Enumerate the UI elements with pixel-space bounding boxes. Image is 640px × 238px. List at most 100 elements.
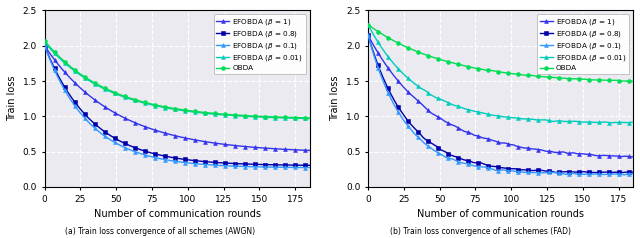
EFOBDA ($\beta$ = 1) [243,145,250,148]
EFOBDA ($\beta$ = 0.8) [592,171,600,174]
Text: (a) Train loss convergence of all schemes (AWGN): (a) Train loss convergence of all scheme… [65,227,255,236]
EFOBDA ($\beta$ = 0.1) [243,165,250,168]
EFOBDA ($\beta$ = 0.01) [41,41,49,44]
EFOBDA ($\beta$ = 0.1) [194,163,202,165]
EFOBDA ($\beta$ = 1) [529,148,536,150]
Y-axis label: Train loss: Train loss [7,76,17,121]
Line: EFOBDA ($\beta$ = 0.8): EFOBDA ($\beta$ = 0.8) [43,44,312,167]
EFOBDA ($\beta$ = 0.1) [167,159,175,162]
Line: EFOBDA ($\beta$ = 0.1): EFOBDA ($\beta$ = 0.1) [366,33,635,177]
OBDA [243,114,250,117]
EFOBDA ($\beta$ = 0.8) [41,44,49,47]
EFOBDA ($\beta$ = 0.8) [205,161,213,164]
EFOBDA ($\beta$ = 1) [629,155,637,158]
EFOBDA ($\beta$ = 0.8) [629,171,637,174]
OBDA [608,79,616,82]
EFOBDA ($\beta$ = 1) [608,154,616,157]
EFOBDA ($\beta$ = 0.1) [81,117,88,119]
EFOBDA ($\beta$ = 1) [306,149,314,152]
EFOBDA ($\beta$ = 0.01) [194,111,202,114]
EFOBDA ($\beta$ = 0.1) [518,170,525,173]
EFOBDA ($\beta$ = 1) [404,90,412,93]
EFOBDA ($\beta$ = 0.8) [518,168,525,171]
EFOBDA ($\beta$ = 1) [284,148,292,151]
EFOBDA ($\beta$ = 0.8) [284,164,292,166]
EFOBDA ($\beta$ = 0.01) [490,114,498,117]
EFOBDA ($\beta$ = 0.8) [81,113,88,115]
EFOBDA ($\beta$ = 0.8) [404,120,412,123]
Line: EFOBDA ($\beta$ = 0.01): EFOBDA ($\beta$ = 0.01) [43,40,312,120]
EFOBDA ($\beta$ = 0.01) [566,120,574,123]
OBDA [404,46,412,49]
EFOBDA ($\beta$ = 0.01) [606,121,614,124]
EFOBDA ($\beta$ = 1) [194,139,202,142]
EFOBDA ($\beta$ = 0.8) [609,171,617,174]
OBDA [490,69,498,72]
EFOBDA ($\beta$ = 0.01) [529,118,536,121]
EFOBDA ($\beta$ = 0.1) [621,174,628,176]
EFOBDA ($\beta$ = 0.1) [490,168,498,171]
OBDA [518,73,525,76]
Legend: EFOBDA ($\beta$ = 1), EFOBDA ($\beta$ = 0.8), EFOBDA ($\beta$ = 0.1), EFOBDA ($\: EFOBDA ($\beta$ = 1), EFOBDA ($\beta$ = … [214,14,306,74]
Line: EFOBDA ($\beta$ = 1): EFOBDA ($\beta$ = 1) [366,33,635,159]
EFOBDA ($\beta$ = 0.01) [518,117,525,120]
Y-axis label: Train loss: Train loss [330,76,340,121]
EFOBDA ($\beta$ = 0.1) [41,44,49,47]
OBDA [167,106,175,109]
EFOBDA ($\beta$ = 0.1) [566,172,574,175]
EFOBDA ($\beta$ = 1) [364,34,372,37]
EFOBDA ($\beta$ = 1) [566,152,574,155]
EFOBDA ($\beta$ = 0.8) [364,34,372,37]
Line: EFOBDA ($\beta$ = 1): EFOBDA ($\beta$ = 1) [43,44,312,152]
EFOBDA ($\beta$ = 0.01) [306,117,314,120]
Line: EFOBDA ($\beta$ = 0.01): EFOBDA ($\beta$ = 0.01) [366,23,635,125]
EFOBDA ($\beta$ = 0.8) [167,156,175,159]
EFOBDA ($\beta$ = 0.01) [243,115,250,118]
OBDA [194,110,202,113]
EFOBDA ($\beta$ = 0.01) [81,76,88,79]
EFOBDA ($\beta$ = 0.8) [194,159,202,162]
X-axis label: Number of communication rounds: Number of communication rounds [93,209,260,219]
EFOBDA ($\beta$ = 0.1) [284,166,292,169]
OBDA [81,75,88,78]
EFOBDA ($\beta$ = 1) [490,139,498,142]
Text: (b) Train loss convergence of all schemes (FAD): (b) Train loss convergence of all scheme… [390,227,570,236]
EFOBDA ($\beta$ = 0.01) [404,77,412,80]
EFOBDA ($\beta$ = 0.1) [529,171,536,174]
EFOBDA ($\beta$ = 0.01) [364,23,372,26]
EFOBDA ($\beta$ = 0.01) [629,121,637,124]
OBDA [205,112,213,114]
OBDA [629,80,637,83]
OBDA [41,39,49,42]
Legend: EFOBDA ($\beta$ = 1), EFOBDA ($\beta$ = 0.8), EFOBDA ($\beta$ = 0.1), EFOBDA ($\: EFOBDA ($\beta$ = 1), EFOBDA ($\beta$ = … [537,14,630,74]
EFOBDA ($\beta$ = 0.1) [306,166,314,169]
OBDA [306,116,314,119]
EFOBDA ($\beta$ = 1) [167,133,175,136]
EFOBDA ($\beta$ = 1) [518,146,525,149]
OBDA [364,23,372,26]
OBDA [566,77,574,80]
X-axis label: Number of communication rounds: Number of communication rounds [417,209,584,219]
EFOBDA ($\beta$ = 1) [41,44,49,47]
EFOBDA ($\beta$ = 0.1) [364,34,372,37]
EFOBDA ($\beta$ = 0.1) [404,125,412,128]
EFOBDA ($\beta$ = 0.8) [243,163,250,165]
Line: EFOBDA ($\beta$ = 0.1): EFOBDA ($\beta$ = 0.1) [43,44,312,169]
EFOBDA ($\beta$ = 0.01) [205,112,213,115]
Line: EFOBDA ($\beta$ = 0.8): EFOBDA ($\beta$ = 0.8) [366,33,635,174]
EFOBDA ($\beta$ = 0.1) [608,173,616,175]
EFOBDA ($\beta$ = 1) [81,90,88,93]
EFOBDA ($\beta$ = 0.01) [609,121,617,124]
Line: OBDA: OBDA [43,39,312,120]
EFOBDA ($\beta$ = 0.8) [490,165,498,168]
Line: OBDA: OBDA [366,23,635,83]
EFOBDA ($\beta$ = 0.1) [629,172,637,175]
EFOBDA ($\beta$ = 0.8) [306,164,314,167]
EFOBDA ($\beta$ = 0.8) [566,170,574,173]
EFOBDA ($\beta$ = 0.1) [205,164,213,166]
EFOBDA ($\beta$ = 1) [205,141,213,144]
OBDA [529,74,536,77]
EFOBDA ($\beta$ = 0.01) [284,117,292,119]
EFOBDA ($\beta$ = 0.01) [167,107,175,110]
OBDA [284,116,292,119]
